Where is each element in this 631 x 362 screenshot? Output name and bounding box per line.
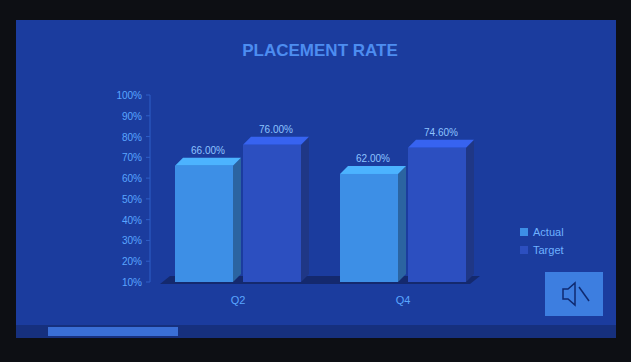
screen	[16, 20, 616, 338]
bezel	[0, 0, 631, 362]
y-tick-label: 10%	[122, 277, 142, 288]
y-tick-label: 50%	[122, 194, 142, 205]
x-tick-label: Q4	[396, 294, 411, 306]
y-tick	[146, 157, 150, 158]
data-label: 74.60%	[424, 127, 458, 138]
y-axis	[150, 95, 151, 282]
legend-swatch	[520, 246, 528, 254]
y-tick-label: 40%	[122, 215, 142, 226]
bar-side	[233, 158, 241, 282]
y-tick	[146, 219, 150, 220]
y-tick	[146, 261, 150, 262]
y-tick	[146, 178, 150, 179]
bar-side	[466, 140, 474, 282]
bar	[175, 166, 233, 282]
bar	[408, 148, 466, 282]
y-tick	[146, 198, 150, 199]
y-tick-label: 90%	[122, 111, 142, 122]
bar-top	[243, 137, 309, 145]
y-tick	[146, 95, 150, 96]
legend-label: Target	[533, 244, 564, 256]
y-tick-label: 30%	[122, 235, 142, 246]
y-tick	[146, 136, 150, 137]
title: PLACEMENT RATE	[242, 41, 398, 60]
y-tick-label: 100%	[116, 90, 142, 101]
bar-side	[398, 166, 406, 282]
bar	[243, 145, 301, 282]
mute-icon	[563, 283, 575, 305]
legend-swatch	[520, 228, 528, 236]
y-tick-label: 80%	[122, 132, 142, 143]
x-tick-label: Q2	[231, 294, 246, 306]
data-label: 66.00%	[191, 145, 225, 156]
y-tick-label: 70%	[122, 152, 142, 163]
y-tick-label: 60%	[122, 173, 142, 184]
y-tick	[146, 115, 150, 116]
data-label: 62.00%	[356, 153, 390, 164]
bars	[175, 137, 474, 282]
mute-box	[545, 272, 603, 316]
y-tick-label: 20%	[122, 256, 142, 267]
y-tick	[146, 240, 150, 241]
bar-top	[175, 158, 241, 166]
mute-slash	[579, 287, 589, 301]
chart: PLACEMENT RATE 10% 20% 30% 40% 50% 60% 70% 80% 90…	[0, 0, 631, 362]
labels: 76.00% 66.00% 74.60% 62.00%	[191, 124, 458, 164]
legend-label: Actual	[533, 226, 564, 238]
bar-top	[408, 140, 474, 148]
data-label: 76.00%	[259, 124, 293, 135]
bar-side	[301, 137, 309, 282]
search-box	[48, 327, 178, 336]
bar	[340, 174, 398, 282]
taskbar	[16, 325, 616, 338]
y-tick	[146, 282, 150, 283]
bar-top	[340, 166, 406, 174]
